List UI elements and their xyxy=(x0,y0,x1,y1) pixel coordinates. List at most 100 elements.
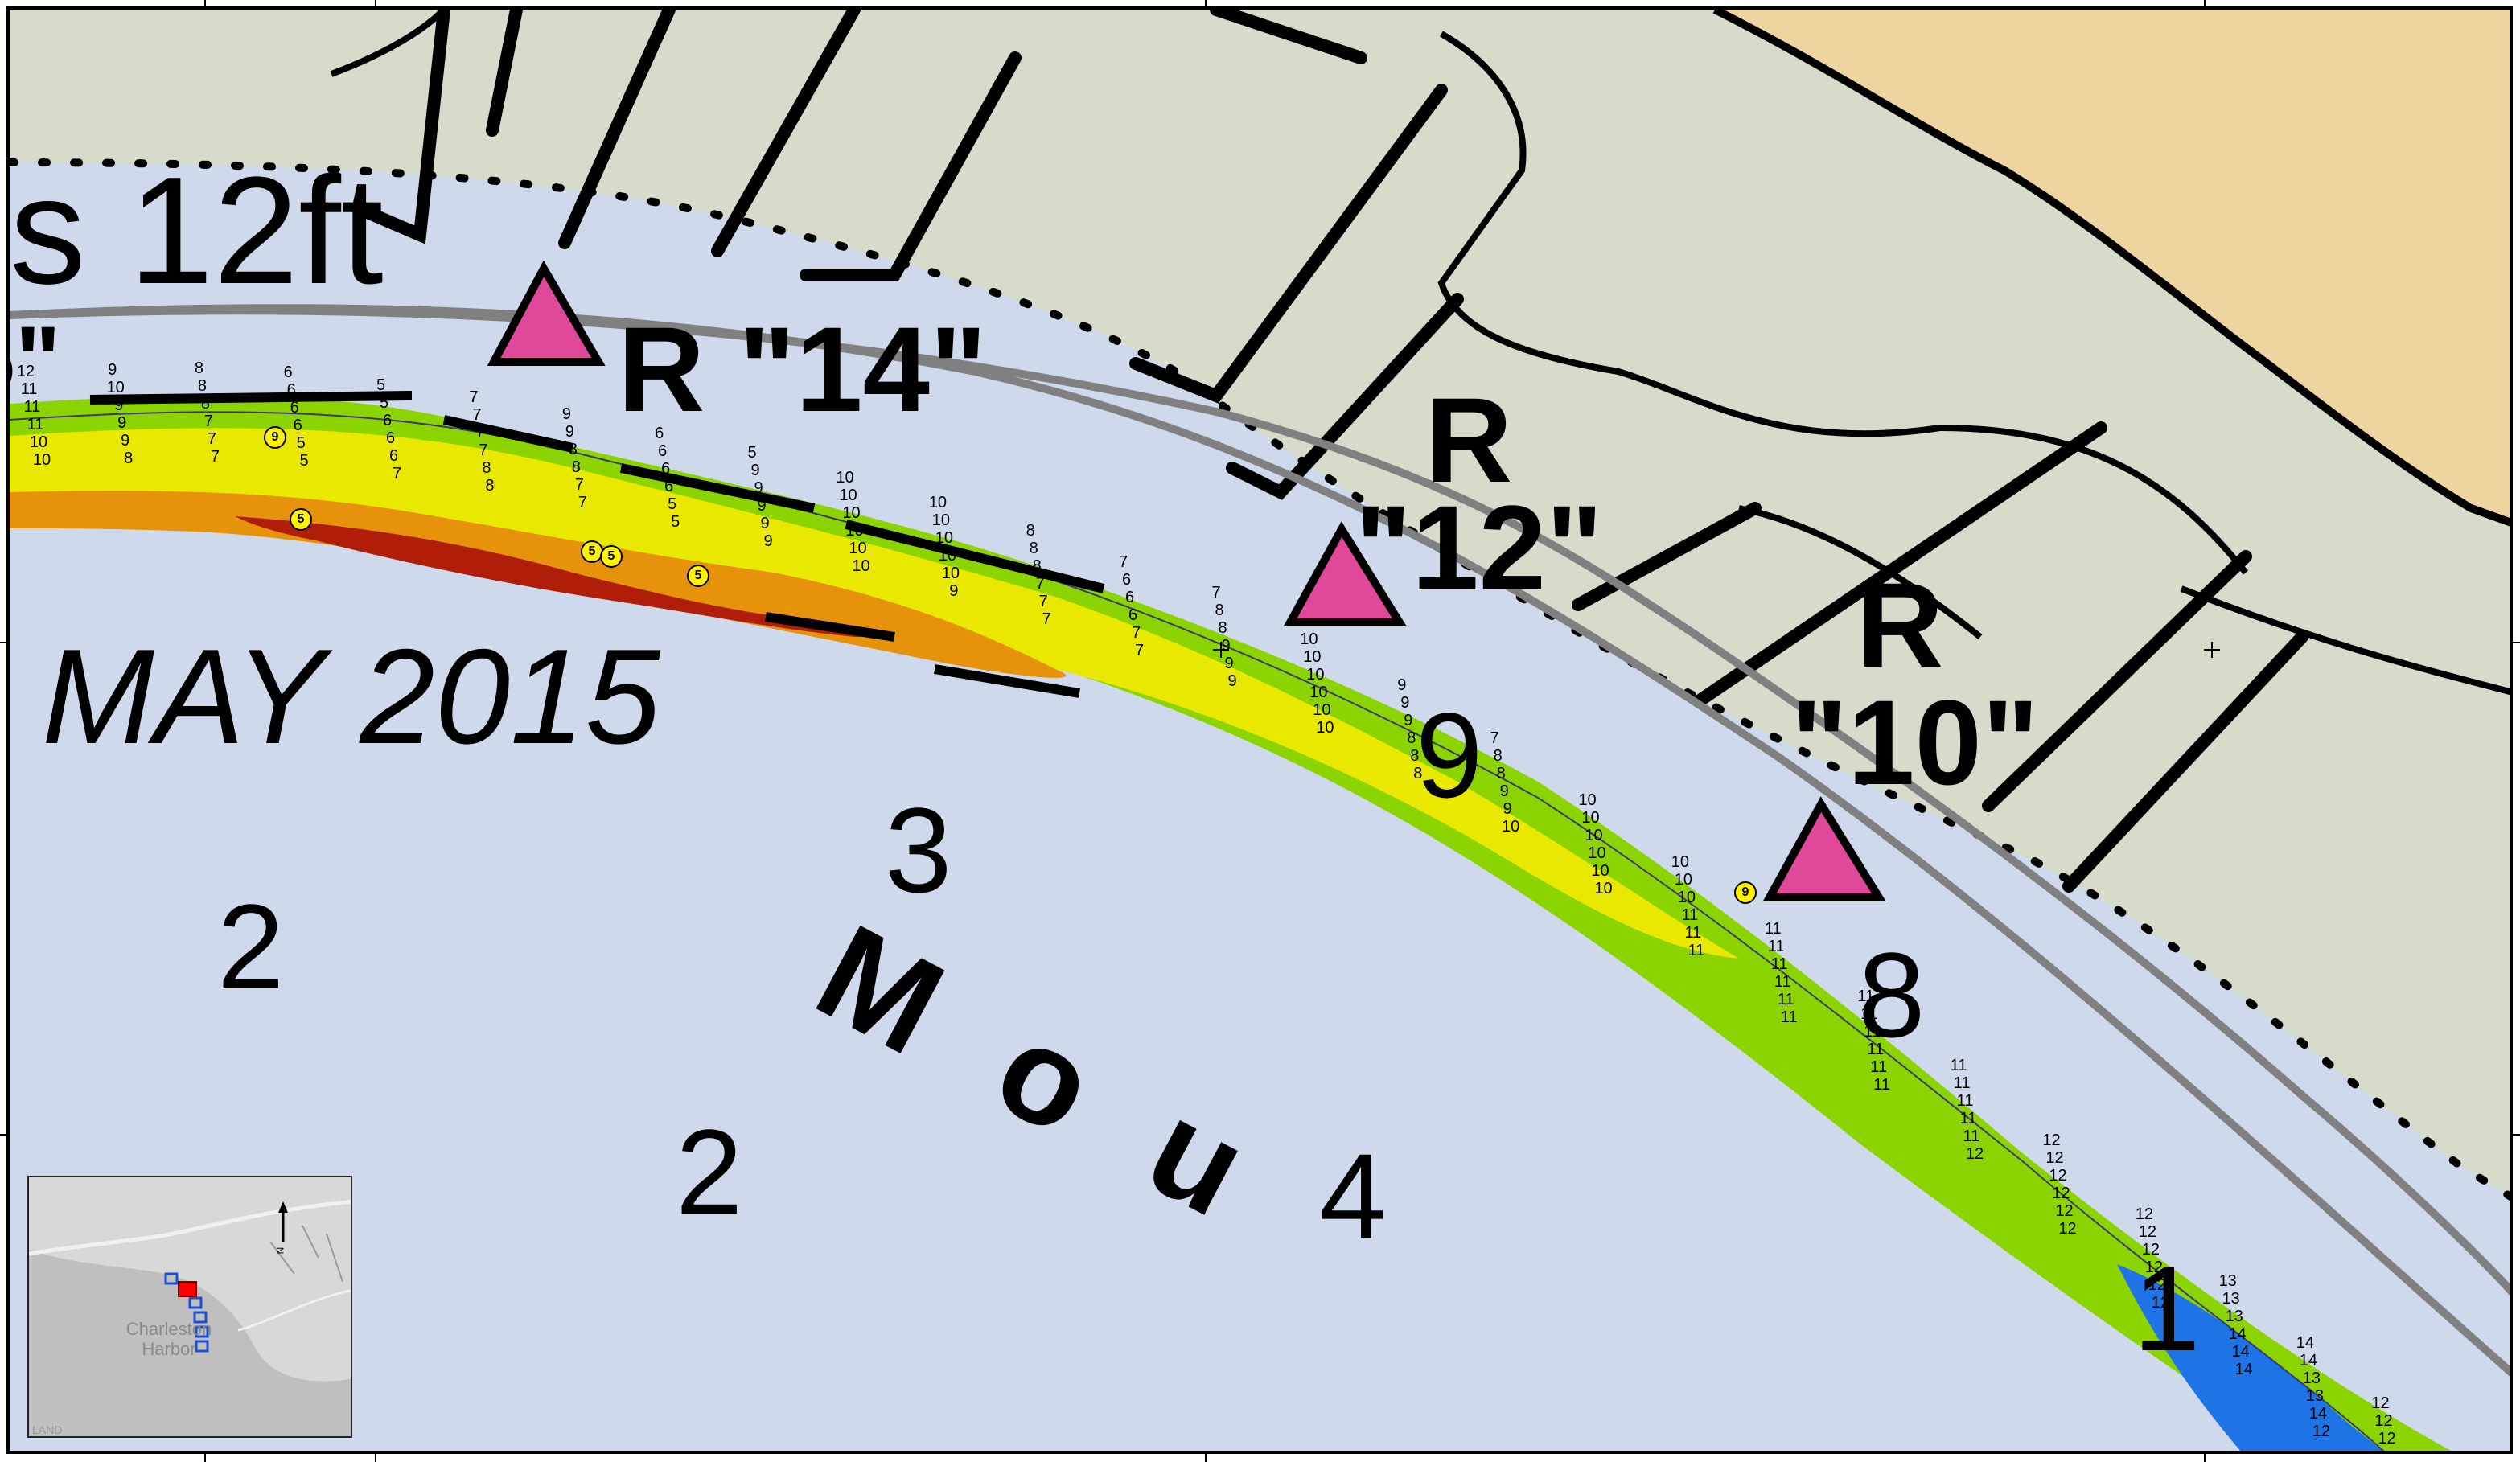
depth-label: 12 xyxy=(16,363,35,380)
inset-place-line1: Charleston xyxy=(125,1319,212,1339)
depth-label: 12 xyxy=(2151,1294,2169,1312)
depth-label: 14 xyxy=(2234,1361,2253,1379)
depth-label: 6 xyxy=(385,429,396,447)
depth-label: 10 xyxy=(1588,844,1606,862)
depth-label: 11 xyxy=(1873,1076,1891,1094)
depth-label: 11 xyxy=(1959,1110,1977,1128)
sand-boundary xyxy=(1712,10,2510,527)
depth-label: 13 xyxy=(2222,1290,2240,1308)
sounding: 1 xyxy=(2133,1241,2201,1376)
depth-label: 8 xyxy=(568,441,578,459)
depth-label: 14 xyxy=(2228,1325,2247,1344)
depth-label: 9 xyxy=(763,532,773,551)
frame-tick xyxy=(1205,1452,1207,1462)
buoy-r12-icon xyxy=(1283,521,1407,626)
frame-tick xyxy=(375,1452,376,1462)
sounding: 2 xyxy=(676,1104,743,1239)
depth-label: 12 xyxy=(2049,1166,2067,1185)
depth-label: 8 xyxy=(1496,764,1506,782)
depth-label: 10 xyxy=(1585,826,1603,844)
depth-label: 11 xyxy=(1764,919,1782,938)
depth-label: 10 xyxy=(1309,683,1328,701)
frame-tick xyxy=(2511,1134,2520,1136)
depth-label: 11 xyxy=(1684,923,1702,942)
depth-label: 9 xyxy=(121,432,130,450)
depth-zone-8-10 xyxy=(10,428,1739,959)
depth-label: 12 xyxy=(2055,1201,2074,1220)
depth-label: 7 xyxy=(475,423,485,441)
depth-label: 11 xyxy=(1870,1058,1888,1077)
chart-canvas xyxy=(10,10,2510,1451)
depth-label: 5 xyxy=(671,512,680,531)
depth-label: 11 xyxy=(1857,988,1875,1006)
depth-label: 10 xyxy=(1581,808,1600,827)
highlighted-depth-label: 5 xyxy=(600,545,623,568)
depth-label: 12 xyxy=(2042,1131,2061,1149)
depth-label: 12 xyxy=(2312,1423,2330,1441)
depth-label: 8 xyxy=(1029,540,1038,558)
sounding: 2 xyxy=(217,879,285,1014)
depth-label: 12 xyxy=(2378,1430,2396,1448)
depth-label: 11 xyxy=(1777,990,1794,1008)
depth-label: 5 xyxy=(747,444,757,462)
depth-label: 6 xyxy=(1122,570,1132,589)
depth-label: 11 xyxy=(1864,1023,1881,1041)
depth-label: 6 xyxy=(388,446,399,465)
depth-label: 6 xyxy=(1125,588,1135,606)
depth-label: 10 xyxy=(1300,630,1318,648)
frame-tick xyxy=(204,1452,206,1462)
depth-label: 11 xyxy=(1688,941,1705,959)
depth-label: 11 xyxy=(1774,972,1791,991)
depth-label: 12 xyxy=(2058,1219,2077,1238)
depth-label: 14 xyxy=(2296,1334,2314,1353)
depth-label: 10 xyxy=(931,511,950,529)
frame-tick xyxy=(204,0,206,8)
locator-inset-map[interactable]: Charleston Harbor LAND N xyxy=(27,1176,352,1438)
depth-label: 13 xyxy=(2302,1370,2321,1388)
aid-label-r12-letter: R xyxy=(1425,372,1513,507)
depth-label: 11 xyxy=(1867,1041,1885,1059)
depth-label: 11 xyxy=(1770,955,1788,973)
depth-label: 10 xyxy=(836,468,854,487)
depth-label: 10 xyxy=(852,556,870,575)
frame-tick xyxy=(0,642,8,643)
aid-label-r12-number: "12" xyxy=(1355,480,1604,615)
depth-label: 8 xyxy=(1215,602,1224,619)
depth-label: 8 xyxy=(1026,522,1035,540)
depth-label: 10 xyxy=(1303,647,1322,666)
depth-label: 9 xyxy=(949,581,959,600)
inset-water xyxy=(29,1250,351,1436)
depth-label: 6 xyxy=(286,381,296,400)
depth-label: 8 xyxy=(1407,729,1416,748)
inset-canvas xyxy=(29,1177,351,1436)
sounding: 4 xyxy=(1319,1128,1387,1263)
depth-label: 11 xyxy=(20,380,38,398)
chart-map[interactable]: s 12ft 5" R "14" R "12" R "10" MAY 2015 … xyxy=(6,6,2513,1454)
depth-label: 9 xyxy=(760,515,770,533)
depth-label: 12 xyxy=(2374,1412,2393,1430)
survey-date-label: MAY 2015 xyxy=(42,621,660,772)
marsh-hatching xyxy=(357,10,2308,893)
depth-label: 8 xyxy=(1218,619,1227,637)
aid-triangles xyxy=(487,260,1886,901)
aid-label-r10-letter: R xyxy=(1856,557,1944,692)
depth-label: 13 xyxy=(2305,1387,2324,1406)
depth-label: 7 xyxy=(469,388,479,406)
highlighted-depth-label: 5 xyxy=(290,508,312,531)
depth-label: 10 xyxy=(32,451,51,469)
depth-label: 14 xyxy=(2308,1405,2327,1423)
depth-label: 10 xyxy=(1591,861,1609,880)
depth-label: 10 xyxy=(1578,791,1597,809)
depth-label: 7 xyxy=(1132,623,1141,642)
depth-label: 8 xyxy=(1032,557,1042,576)
depth-label: 8 xyxy=(482,458,491,477)
depth-label: 10 xyxy=(106,379,125,397)
depth-label: 9 xyxy=(1227,672,1237,690)
depth-label: 10 xyxy=(1316,718,1334,737)
depth-label: 5 xyxy=(379,393,389,412)
depth-label: 9 xyxy=(750,462,760,480)
depth-label: 10 xyxy=(1677,888,1696,906)
depth-label: 11 xyxy=(1956,1092,1974,1111)
depth-label: 10 xyxy=(1313,700,1331,719)
depth-label: 9 xyxy=(117,414,127,433)
